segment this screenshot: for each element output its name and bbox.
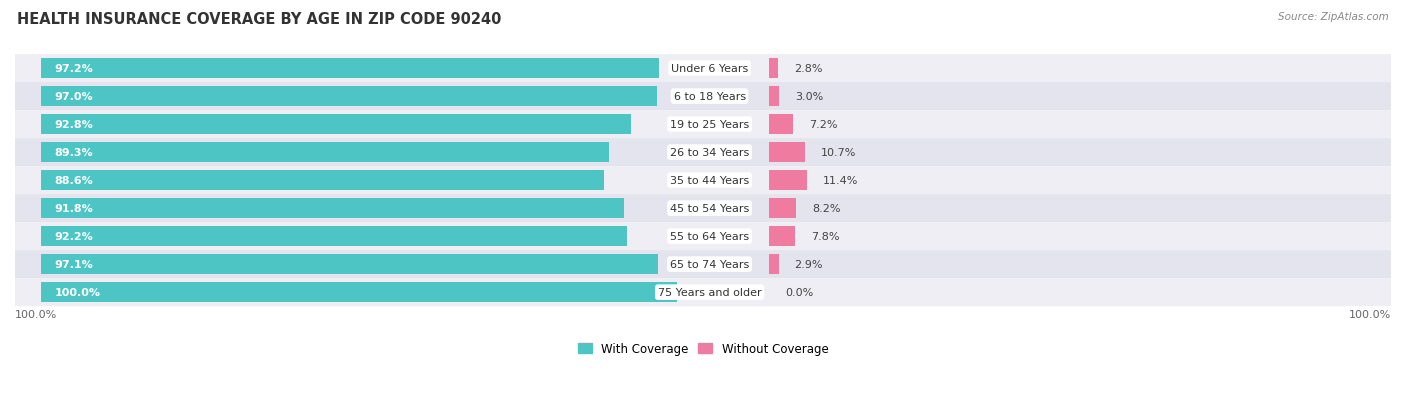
Text: 10.7%: 10.7% <box>821 148 856 158</box>
Text: 100.0%: 100.0% <box>55 287 101 297</box>
Text: 7.8%: 7.8% <box>811 232 839 242</box>
Text: Under 6 Years: Under 6 Years <box>671 64 748 74</box>
Text: 19 to 25 Years: 19 to 25 Years <box>671 120 749 130</box>
Text: 2.9%: 2.9% <box>794 259 823 269</box>
Text: 75 Years and older: 75 Years and older <box>658 287 762 297</box>
Text: 89.3%: 89.3% <box>55 148 93 158</box>
FancyBboxPatch shape <box>15 111 1391 139</box>
Text: 100.0%: 100.0% <box>15 310 58 320</box>
Bar <box>769 255 779 274</box>
Bar <box>41 87 658 107</box>
Legend: With Coverage, Without Coverage: With Coverage, Without Coverage <box>572 337 834 360</box>
Text: 35 to 44 Years: 35 to 44 Years <box>671 176 749 186</box>
FancyBboxPatch shape <box>15 223 1391 251</box>
Bar <box>769 199 796 218</box>
Text: 45 to 54 Years: 45 to 54 Years <box>671 204 749 214</box>
Text: 8.2%: 8.2% <box>813 204 841 214</box>
Text: 26 to 34 Years: 26 to 34 Years <box>671 148 749 158</box>
Text: 6 to 18 Years: 6 to 18 Years <box>673 92 745 102</box>
Text: 0.0%: 0.0% <box>785 287 813 297</box>
Text: 91.8%: 91.8% <box>55 204 93 214</box>
Bar <box>769 115 793 135</box>
FancyBboxPatch shape <box>15 251 1391 278</box>
Text: 100.0%: 100.0% <box>1348 310 1391 320</box>
Text: 3.0%: 3.0% <box>794 92 823 102</box>
Bar <box>769 171 807 190</box>
Text: 11.4%: 11.4% <box>823 176 858 186</box>
Bar <box>41 171 605 190</box>
Text: 97.1%: 97.1% <box>55 259 93 269</box>
Bar <box>41 115 631 135</box>
FancyBboxPatch shape <box>15 83 1391 111</box>
Text: 7.2%: 7.2% <box>808 120 838 130</box>
Bar <box>41 227 627 246</box>
Bar <box>769 59 779 79</box>
Bar <box>41 199 624 218</box>
FancyBboxPatch shape <box>15 278 1391 306</box>
FancyBboxPatch shape <box>15 55 1391 83</box>
Bar <box>41 255 658 274</box>
Text: 92.2%: 92.2% <box>55 232 93 242</box>
Text: 92.8%: 92.8% <box>55 120 93 130</box>
Text: 55 to 64 Years: 55 to 64 Years <box>671 232 749 242</box>
FancyBboxPatch shape <box>15 167 1391 195</box>
Text: 65 to 74 Years: 65 to 74 Years <box>671 259 749 269</box>
Text: 97.0%: 97.0% <box>55 92 93 102</box>
Text: 2.8%: 2.8% <box>794 64 823 74</box>
Bar <box>769 227 794 246</box>
Text: 97.2%: 97.2% <box>55 64 93 74</box>
FancyBboxPatch shape <box>15 139 1391 167</box>
Text: Source: ZipAtlas.com: Source: ZipAtlas.com <box>1278 12 1389 22</box>
Bar <box>41 59 659 79</box>
Bar <box>769 87 779 107</box>
Bar <box>41 282 676 302</box>
Text: 88.6%: 88.6% <box>55 176 93 186</box>
FancyBboxPatch shape <box>15 195 1391 223</box>
Bar <box>41 143 609 162</box>
Bar <box>769 143 804 162</box>
Text: HEALTH INSURANCE COVERAGE BY AGE IN ZIP CODE 90240: HEALTH INSURANCE COVERAGE BY AGE IN ZIP … <box>17 12 502 27</box>
